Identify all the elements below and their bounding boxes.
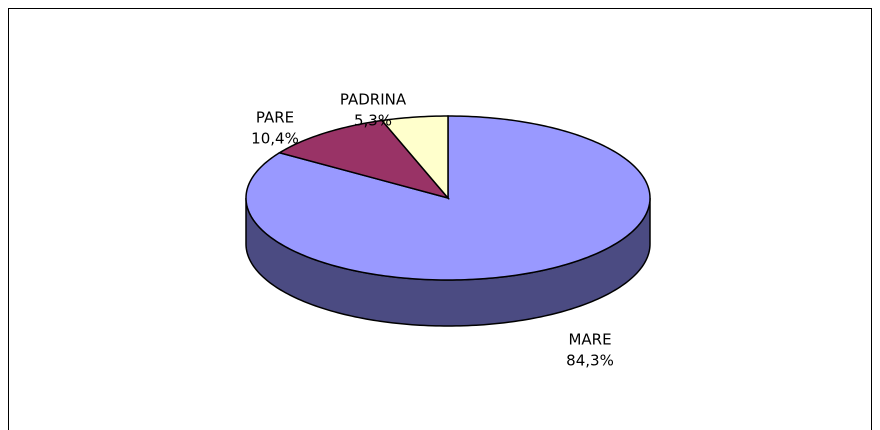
chart-frame [8, 8, 872, 430]
pie-slice [277, 119, 451, 200]
slice-label: PARE [256, 109, 294, 127]
slice-label: MARE [568, 331, 611, 349]
slice-value-label: 84,3% [566, 352, 614, 370]
slice-label: PADRINA [340, 91, 407, 109]
slice-value-label: 5,3% [354, 112, 392, 130]
slice-value-label: 10,4% [251, 130, 299, 148]
pie-slice [380, 115, 449, 201]
